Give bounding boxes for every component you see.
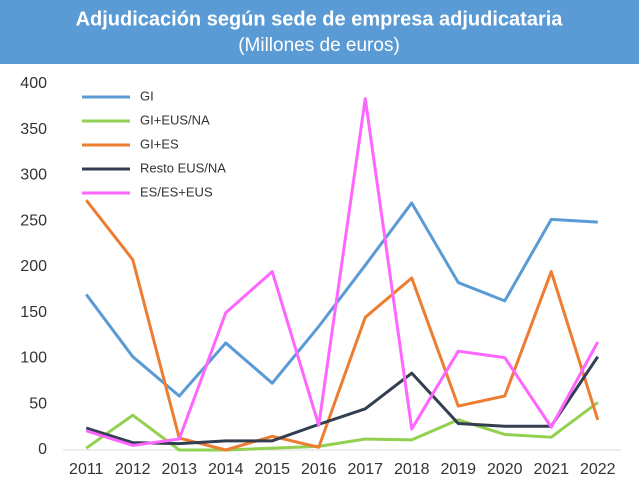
y-tick-label: 200 <box>20 258 47 275</box>
title-bar <box>0 0 639 64</box>
x-tick-label: 2016 <box>301 461 337 478</box>
y-tick-label: 150 <box>20 304 47 321</box>
series-line <box>85 201 598 398</box>
x-tick-label: 2014 <box>208 461 244 478</box>
x-tick-label: 2022 <box>580 461 616 478</box>
legend-label: GI <box>140 88 154 103</box>
y-tick-label: 400 <box>20 75 47 92</box>
y-tick-label: 250 <box>20 212 47 229</box>
y-tick-label: 100 <box>20 350 47 367</box>
y-tick-label: 300 <box>20 167 47 184</box>
x-tick-label: 2019 <box>440 461 476 478</box>
x-tick-label: 2013 <box>161 461 197 478</box>
x-tick-label: 2015 <box>254 461 290 478</box>
y-tick-label: 350 <box>20 121 47 138</box>
y-tick-label: 50 <box>29 395 47 412</box>
series-line <box>85 199 600 452</box>
x-tick-label: 2018 <box>394 461 430 478</box>
x-tick-label: 2020 <box>487 461 523 478</box>
series-line <box>85 97 600 447</box>
x-tick-label: 2021 <box>533 461 569 478</box>
legend-label: GI+ES <box>140 136 179 151</box>
y-tick-label: 0 <box>38 441 47 458</box>
x-tick-label: 2012 <box>115 461 151 478</box>
legend-label: ES/ES+EUS <box>140 184 213 199</box>
chart-title: Adjudicación según sede de empresa adjud… <box>76 8 564 30</box>
x-tick-label: 2011 <box>69 461 104 478</box>
legend-label: GI+EUS/NA <box>140 112 210 127</box>
chart-subtitle: (Millones de euros) <box>238 35 400 56</box>
legend-label: Resto EUS/NA <box>140 160 226 175</box>
x-tick-label: 2017 <box>347 461 383 478</box>
series-line <box>85 355 599 446</box>
